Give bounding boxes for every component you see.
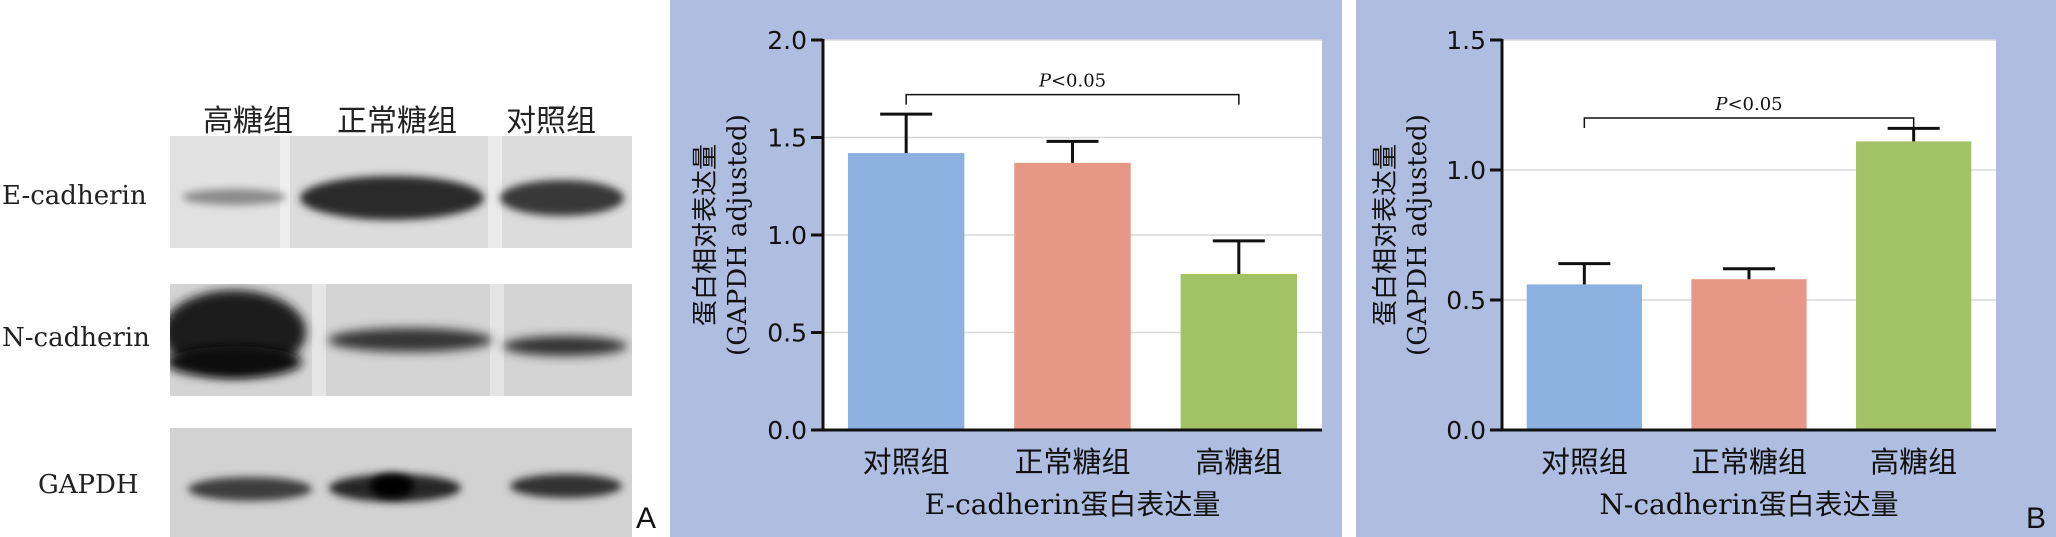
row-label-e-cadherin: E-cadherin — [2, 181, 147, 211]
x-axis-title: N-cadherin蛋白表达量 — [1599, 488, 1898, 521]
y-tick-label: 1.0 — [767, 221, 807, 250]
significance-label: P<0.05 — [1714, 94, 1782, 115]
category-label: 正常糖组 — [1691, 445, 1807, 479]
y-axis-title-line2: (GAPDH adjusted) — [1403, 114, 1433, 356]
panel-letter-a: A — [636, 502, 657, 535]
y-axis-title-line1: 蛋白相对表达量 — [1371, 144, 1401, 326]
y-tick-label: 1.5 — [767, 124, 807, 153]
y-axis-title-line1: 蛋白相对表达量 — [691, 144, 721, 326]
significance-label: P<0.05 — [1038, 71, 1106, 92]
y-axis-title-line2: (GAPDH adjusted) — [723, 114, 753, 356]
lane-header-control: 对照组 — [506, 104, 596, 139]
category-label: 高糖组 — [1195, 445, 1282, 479]
bar-2 — [1691, 279, 1807, 430]
n-cadherin-chart-panel: 对照组 正常糖组 高糖组 0.0 0.5 1.0 1.5 P<0.05 N-cadherin蛋白… — [1356, 0, 2056, 537]
x-axis-title: E-cadherin蛋白表达量 — [925, 488, 1221, 521]
category-label: 高糖组 — [1870, 445, 1957, 479]
e-cadherin-bar-chart: 对照组 正常糖组 高糖组 0.0 0.5 1.0 1.5 2.0 P<0.05 E-cadheri… — [691, 26, 1322, 521]
lane-header-high-glucose: 高糖组 — [203, 104, 293, 139]
y-tick-label: 0.0 — [1446, 416, 1486, 445]
y-tick-label: 0.5 — [1446, 286, 1486, 315]
category-label: 正常糖组 — [1014, 445, 1130, 479]
significance-bracket — [905, 93, 1240, 105]
bar-3 — [1180, 274, 1298, 430]
western-blot-panel: 高糖组 正常糖组 对照组 E-cadherin N-cadherin GAPDH — [0, 0, 660, 537]
n-cadherin-bar-chart: 对照组 正常糖组 高糖组 0.0 0.5 1.0 1.5 P<0.05 N-cadherin蛋白… — [1371, 26, 1996, 521]
gapdh-blot-image — [170, 428, 632, 537]
bar-3 — [1856, 141, 1972, 430]
y-tick-label: 2.0 — [767, 26, 807, 55]
lane-header-normal-glucose: 正常糖组 — [337, 104, 457, 139]
bar-1 — [847, 153, 965, 430]
row-label-gapdh: GAPDH — [38, 470, 139, 500]
n-cadherin-blot-image — [170, 284, 632, 396]
e-cadherin-chart-panel: 对照组 正常糖组 高糖组 0.0 0.5 1.0 1.5 2.0 P<0.05 E-cadheri… — [670, 0, 1342, 537]
category-label: 对照组 — [1541, 445, 1628, 479]
e-cadherin-blot-image — [170, 136, 632, 248]
category-label: 对照组 — [863, 445, 950, 479]
y-tick-label: 1.0 — [1446, 156, 1486, 185]
y-tick-label: 1.5 — [1446, 26, 1486, 55]
bar-2 — [1014, 162, 1131, 430]
row-label-n-cadherin: N-cadherin — [2, 323, 150, 353]
y-tick-label: 0.0 — [767, 416, 807, 445]
y-tick-label: 0.5 — [767, 319, 807, 348]
bar-1 — [1526, 284, 1642, 430]
panel-letter-b: B — [2026, 502, 2047, 535]
significance-bracket — [1583, 117, 1915, 128]
